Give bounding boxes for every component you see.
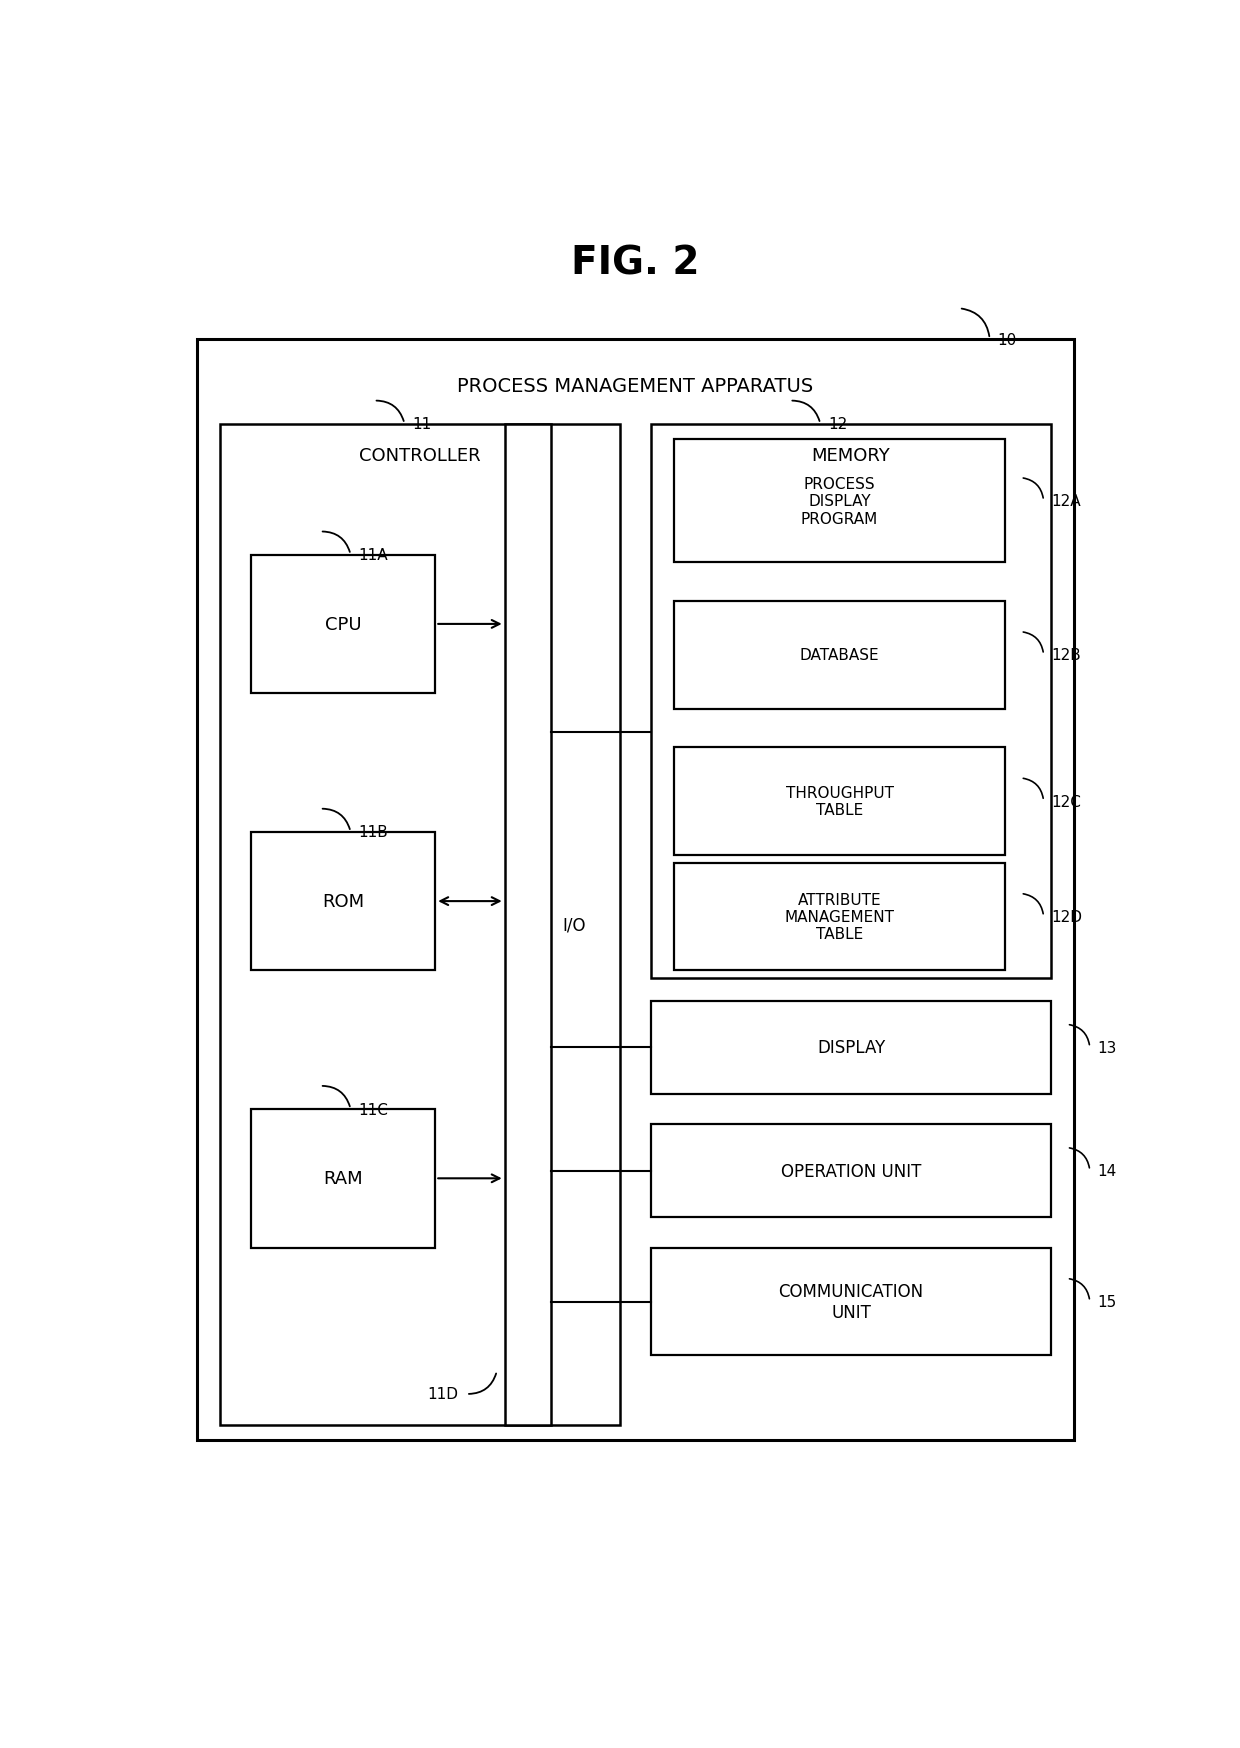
Text: 12: 12	[828, 418, 847, 432]
Bar	[675, 440, 1006, 563]
Bar	[651, 425, 1052, 979]
Bar	[651, 1248, 1052, 1356]
Text: ATTRIBUTE
MANAGEMENT
TABLE: ATTRIBUTE MANAGEMENT TABLE	[785, 891, 894, 942]
Bar	[250, 1110, 435, 1248]
Bar	[219, 425, 620, 1425]
Text: 11D: 11D	[428, 1386, 459, 1402]
Bar	[675, 864, 1006, 970]
Bar	[675, 748, 1006, 855]
Text: 11: 11	[412, 418, 432, 432]
Text: PROCESS MANAGEMENT APPARATUS: PROCESS MANAGEMENT APPARATUS	[458, 376, 813, 395]
Text: OPERATION UNIT: OPERATION UNIT	[781, 1162, 921, 1180]
Text: 13: 13	[1097, 1040, 1117, 1056]
Text: 12B: 12B	[1052, 649, 1081, 662]
Text: I/O: I/O	[563, 916, 585, 933]
Text: 11A: 11A	[358, 547, 388, 563]
Bar	[505, 425, 551, 1425]
Text: DISPLAY: DISPLAY	[817, 1038, 885, 1058]
Text: FIG. 2: FIG. 2	[572, 245, 699, 281]
Bar	[651, 1002, 1052, 1094]
Text: COMMUNICATION
UNIT: COMMUNICATION UNIT	[779, 1283, 924, 1321]
Text: 11B: 11B	[358, 825, 388, 839]
Text: MEMORY: MEMORY	[812, 446, 890, 465]
Text: 10: 10	[997, 332, 1017, 348]
Text: 12C: 12C	[1052, 794, 1081, 809]
Text: PROCESS
DISPLAY
PROGRAM: PROCESS DISPLAY PROGRAM	[801, 477, 878, 526]
Text: 12D: 12D	[1052, 909, 1083, 925]
Bar	[250, 556, 435, 694]
Text: 11C: 11C	[358, 1101, 388, 1117]
Bar	[250, 832, 435, 970]
Text: ROM: ROM	[322, 893, 365, 911]
Text: CONTROLLER: CONTROLLER	[360, 446, 481, 465]
Text: CPU: CPU	[325, 615, 361, 633]
Bar	[651, 1124, 1052, 1217]
Text: THROUGHPUT
TABLE: THROUGHPUT TABLE	[786, 785, 894, 818]
Bar	[197, 339, 1074, 1440]
Text: 12A: 12A	[1052, 495, 1081, 509]
Bar	[675, 601, 1006, 710]
Text: 15: 15	[1097, 1294, 1117, 1309]
Text: DATABASE: DATABASE	[800, 649, 879, 662]
Text: RAM: RAM	[324, 1169, 363, 1187]
Text: 14: 14	[1097, 1164, 1117, 1178]
